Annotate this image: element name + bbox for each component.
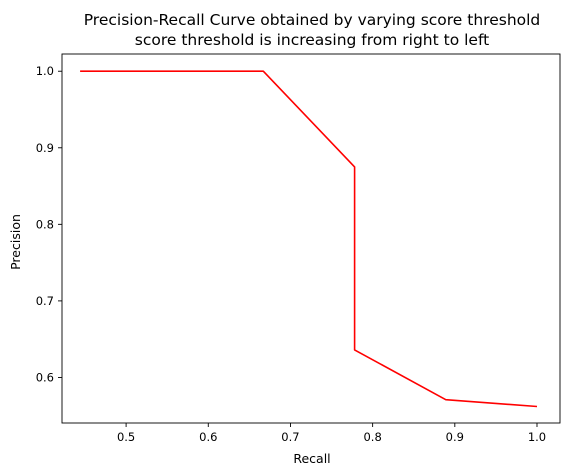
y-tick-label: 0.6 (36, 370, 54, 384)
y-tick-label: 0.7 (36, 294, 54, 308)
y-tick-label: 0.8 (36, 217, 54, 231)
plot-frame (61, 53, 561, 424)
x-tick-label: 0.8 (363, 430, 381, 444)
chart-subtitle: score threshold is increasing from right… (135, 31, 489, 49)
x-tick-label: 1.0 (528, 430, 546, 444)
x-axis-label: Recall (293, 451, 330, 466)
y-tick-label: 0.9 (36, 141, 54, 155)
plot-area: 0.5 0.6 0.7 0.8 0.9 1.0 0.6 0.7 0.8 0.9 1.0 (36, 53, 561, 444)
x-tick-label: 0.7 (281, 430, 299, 444)
chart-title: Precision-Recall Curve obtained by varyi… (84, 11, 541, 29)
x-tick-label: 0.6 (199, 430, 217, 444)
series-line-0 (80, 70, 538, 408)
y-tick-label: 1.0 (36, 64, 54, 78)
x-tick-label: 0.5 (117, 430, 135, 444)
x-tick-label: 0.9 (446, 430, 464, 444)
y-axis-label: Precision (8, 214, 23, 270)
